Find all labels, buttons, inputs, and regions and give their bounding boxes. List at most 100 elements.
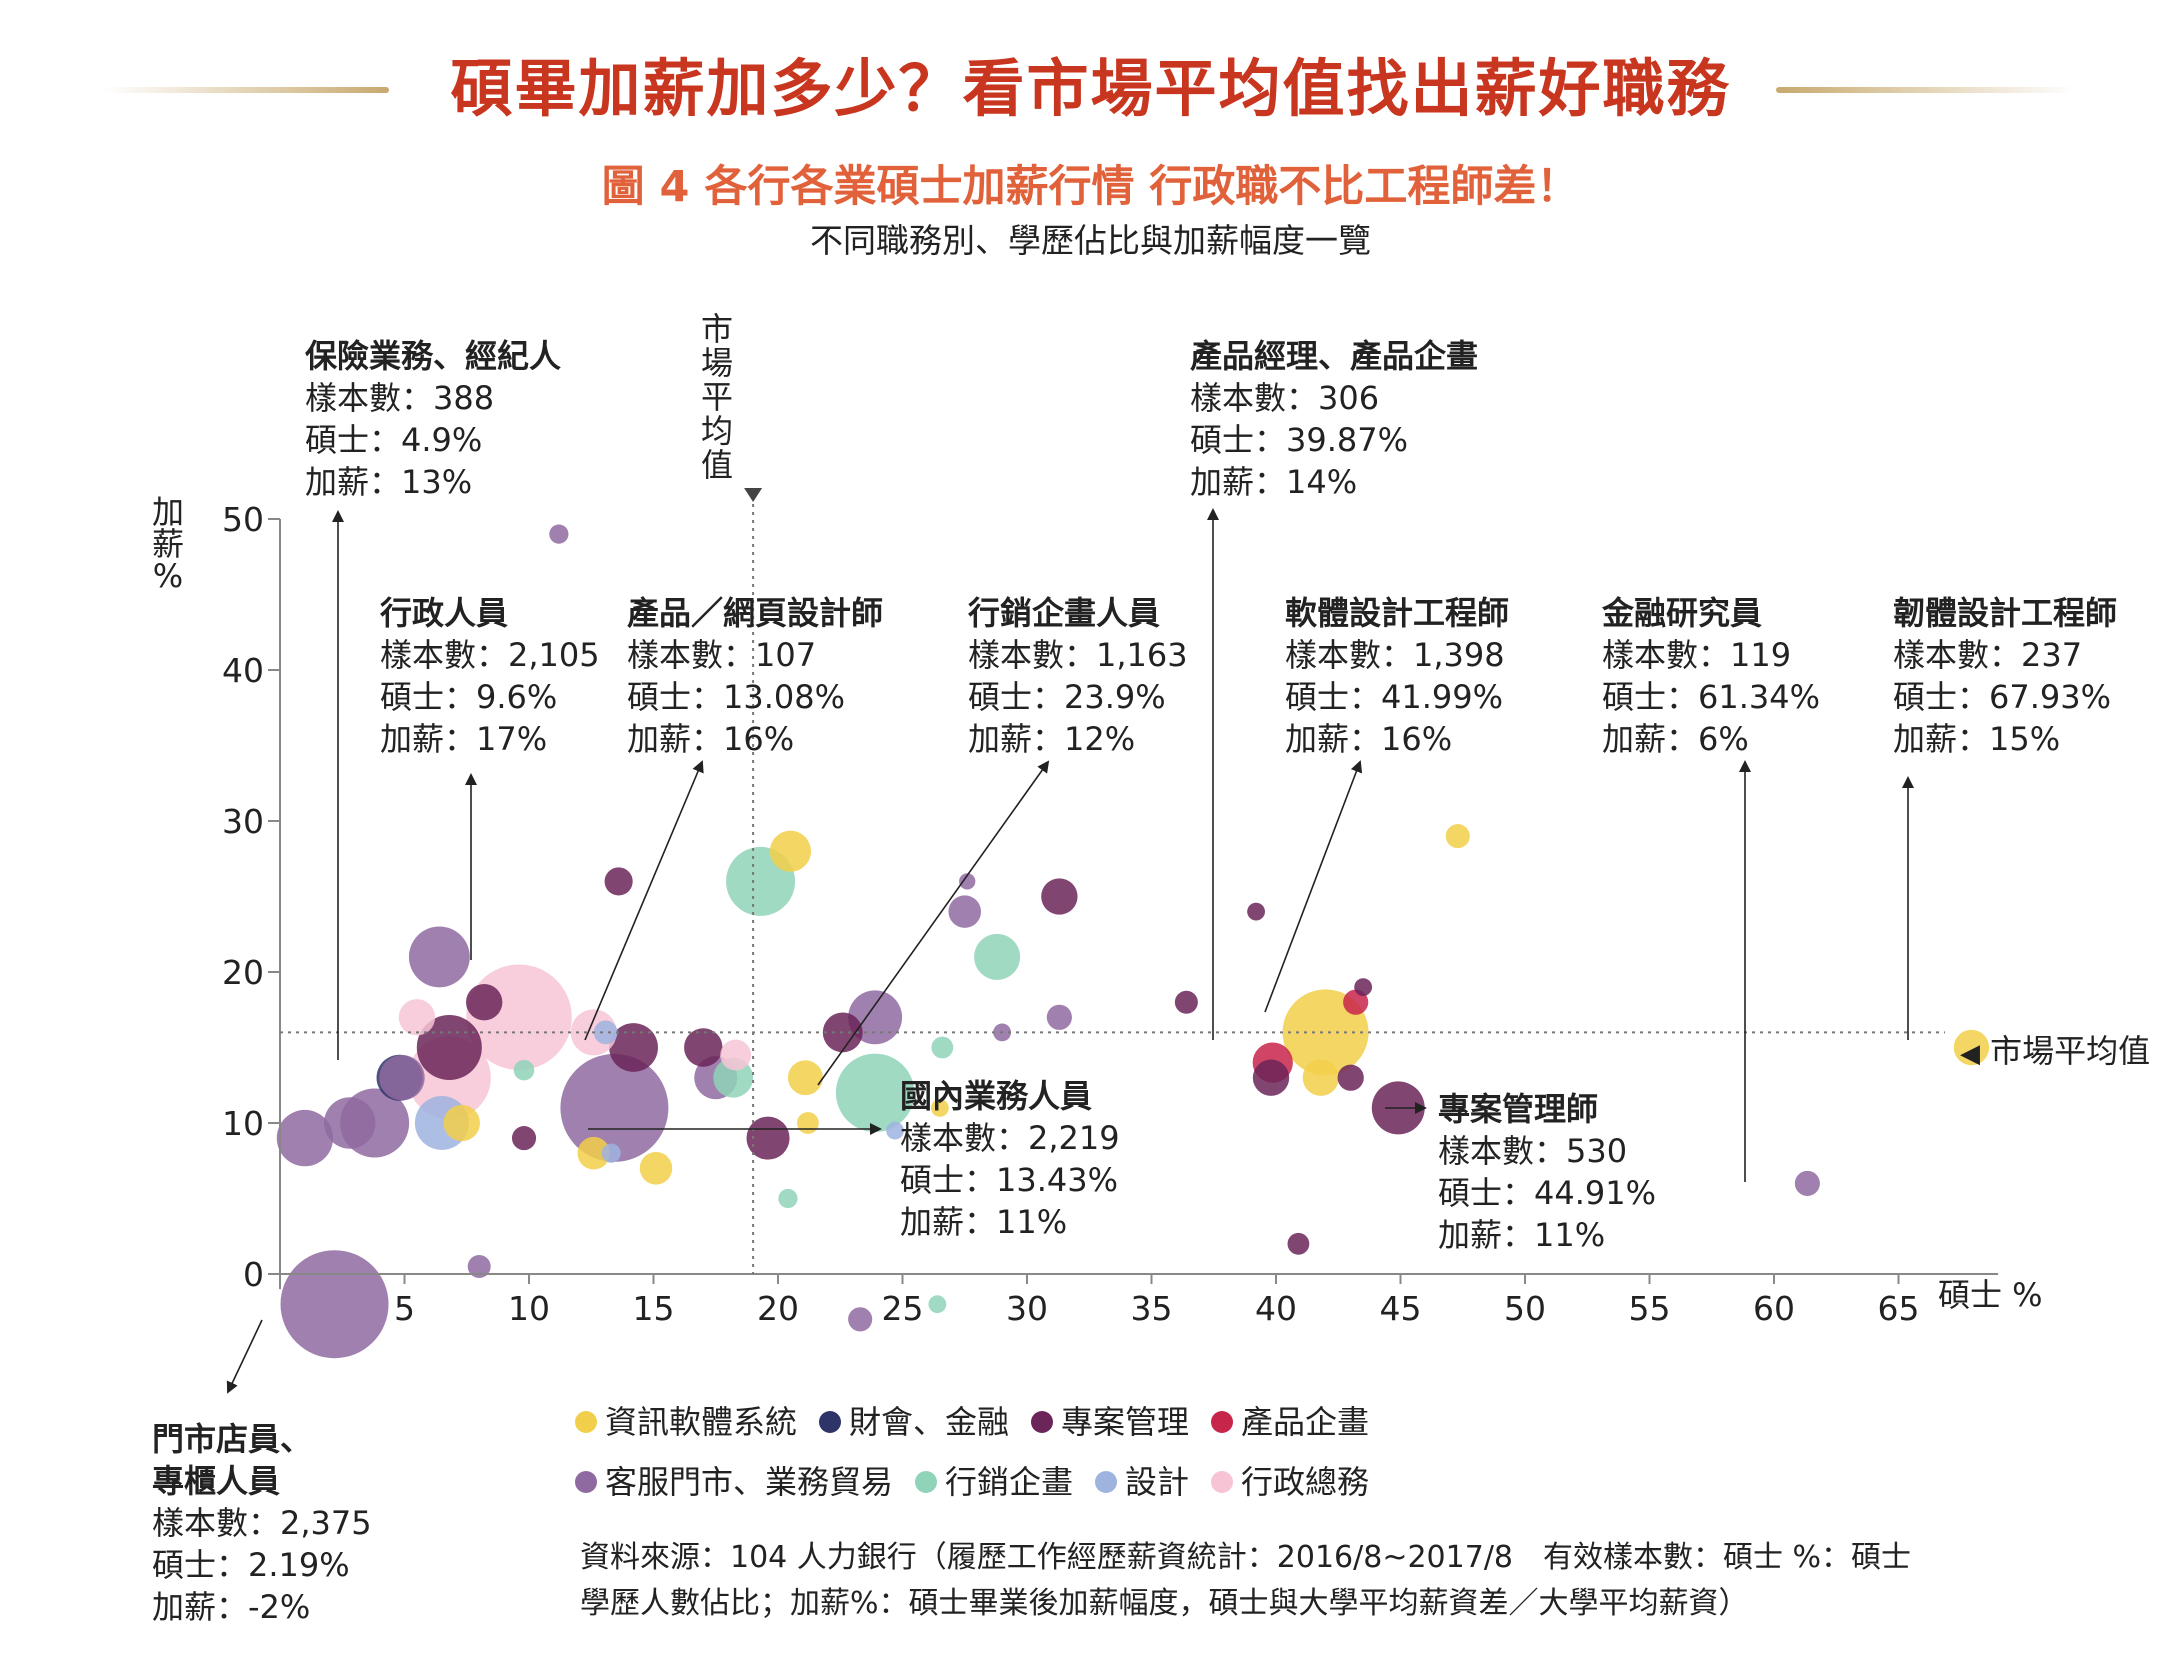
legend-swatch [1211, 1411, 1234, 1433]
legend-item: 產品企畫 [1211, 1392, 1369, 1452]
title-rule-left [104, 87, 389, 93]
data-bubble [416, 1014, 482, 1081]
data-bubble [948, 895, 982, 928]
callout-leader-line [817, 760, 1050, 1086]
data-bubble [560, 1053, 669, 1162]
data-bubble [848, 1307, 873, 1332]
legend-item: 客服門市、業務貿易 [575, 1452, 893, 1512]
callout-leader-line [584, 760, 704, 1041]
legend-row: 客服門市、業務貿易 行銷企畫 設計 行政總務 [575, 1452, 1391, 1512]
legend-swatch [1095, 1471, 1118, 1493]
data-bubble [1041, 878, 1078, 915]
callout-software-engineer: 軟體設計工程師 樣本數：1,398 碩士：41.99% 加薪：16% [1285, 594, 1510, 758]
data-bubble [609, 1023, 658, 1072]
x-tick-label: 15 [633, 1289, 675, 1328]
data-bubble [1046, 1004, 1072, 1030]
data-bubble [513, 1059, 535, 1081]
legend-row: 資訊軟體系統 財會、金融 專案管理 產品企畫 [575, 1392, 1391, 1452]
data-bubble [1337, 1064, 1364, 1091]
legend-item: 行銷企畫 [915, 1452, 1073, 1512]
data-bubble [720, 1039, 752, 1071]
data-bubble [398, 999, 436, 1036]
callout-web-designer: 產品／網頁設計師 樣本數：107 碩士：13.08% 加薪：16% [627, 594, 884, 758]
data-bubble [684, 1028, 723, 1067]
callout-product-manager: 產品經理、產品企畫 樣本數：306 碩士：39.87% 加薪：14% [1190, 337, 1479, 501]
data-bubble [1247, 902, 1265, 921]
data-bubble [1302, 1059, 1340, 1096]
legend-item: 財會、金融 [819, 1392, 1009, 1452]
data-bubble [549, 524, 569, 544]
market-average-pointer-icon: ◀ [1960, 1039, 1980, 1069]
data-bubble [593, 1020, 618, 1045]
data-bubble [769, 830, 812, 872]
callout-insurance: 保險業務、經紀人 樣本數：388 碩士：4.9% 加薪：13% [305, 337, 562, 501]
legend-item: 專案管理 [1031, 1392, 1189, 1452]
x-tick-label: 5 [394, 1289, 415, 1328]
data-bubble [1354, 978, 1373, 997]
data-bubble [379, 1055, 425, 1101]
data-bubble [835, 1053, 915, 1133]
x-tick-label: 35 [1131, 1289, 1173, 1328]
data-bubble [1174, 990, 1198, 1014]
callout-firmware-engineer: 韌體設計工程師 樣本數：237 碩士：67.93% 加薪：15% [1893, 594, 2118, 758]
data-bubble [886, 1121, 904, 1140]
data-bubble [1252, 1059, 1290, 1096]
market-average-vertical-label: 市場平均值 [700, 310, 733, 484]
y-tick-label: 20 [222, 953, 264, 992]
data-bubble [443, 1104, 480, 1142]
x-tick-label: 60 [1753, 1289, 1795, 1328]
x-tick-label: 45 [1380, 1289, 1422, 1328]
x-tick-label: 55 [1629, 1289, 1671, 1328]
figure-subtitle: 不同職務別、學歷佔比與加薪幅度一覽 [810, 221, 1371, 260]
data-bubble [796, 1112, 819, 1134]
page-title: 碩畢加薪加多少？看市場平均值找出薪好職務 [450, 52, 1731, 125]
data-bubble [465, 984, 503, 1021]
y-tick-label: 30 [222, 802, 264, 841]
legend-swatch [819, 1411, 842, 1433]
x-tick-label: 65 [1878, 1289, 1920, 1328]
data-bubble [778, 1188, 798, 1209]
x-tick-label: 10 [508, 1289, 550, 1328]
callout-leader-line [1264, 760, 1363, 1013]
legend-item: 行政總務 [1211, 1452, 1369, 1512]
legend: 資訊軟體系統 財會、金融 專案管理 產品企畫 客服門市、業務貿易 行銷企畫 設計… [575, 1392, 1391, 1512]
data-bubble [511, 1126, 537, 1151]
data-bubble [639, 1152, 673, 1185]
callout-finance-researcher: 金融研究員 樣本數：119 碩士：61.34% 加薪：6% [1602, 594, 1821, 758]
legend-swatch [1031, 1411, 1054, 1433]
data-bubble [324, 1097, 376, 1149]
callout-domestic-sales: 國內業務人員 樣本數：2,219 碩士：13.43% 加薪：11% [900, 1077, 1120, 1241]
y-tick-label: 0 [243, 1255, 264, 1294]
x-axis-title: 碩士 % [1938, 1276, 2043, 1314]
callout-store-clerk: 門市店員、 專櫃人員 樣本數：2,375 碩士：2.19% 加薪：-2% [152, 1420, 372, 1626]
data-bubble [604, 867, 633, 896]
data-bubble [930, 1098, 949, 1117]
data-bubble [746, 1116, 790, 1160]
callout-admin: 行政人員 樣本數：2,105 碩士：9.6% 加薪：17% [380, 594, 600, 758]
data-bubble [276, 1109, 334, 1167]
title-rule-right [1776, 87, 2076, 93]
data-bubble [280, 1250, 389, 1359]
callout-project-manager: 專案管理師 樣本數：530 碩士：44.91% 加薪：11% [1438, 1090, 1657, 1254]
data-bubble [601, 1143, 621, 1163]
market-average-label: 市場平均值 [1990, 1032, 2151, 1070]
data-bubble [974, 933, 1021, 980]
legend-swatch [1211, 1471, 1234, 1493]
legend-swatch [915, 1471, 938, 1493]
legend-swatch [575, 1471, 597, 1493]
y-axis-title: 加薪 % [151, 493, 184, 595]
legend-swatch [575, 1411, 597, 1433]
market-average-arrow-icon [744, 488, 763, 502]
data-bubble [787, 1060, 823, 1096]
y-tick-label: 50 [222, 500, 264, 539]
y-tick-label: 10 [222, 1104, 264, 1143]
callout-marketing: 行銷企畫人員 樣本數：1,163 碩士：23.9% 加薪：12% [968, 594, 1188, 758]
source-note: 資料來源：104 人力銀行（履歷工作經歷薪資統計：2016/8~2017/8 有… [580, 1540, 1912, 1621]
x-tick-label: 40 [1255, 1289, 1297, 1328]
data-bubble [408, 926, 470, 988]
data-bubble [959, 873, 976, 890]
legend-item: 資訊軟體系統 [575, 1392, 797, 1452]
data-bubble [931, 1036, 954, 1059]
